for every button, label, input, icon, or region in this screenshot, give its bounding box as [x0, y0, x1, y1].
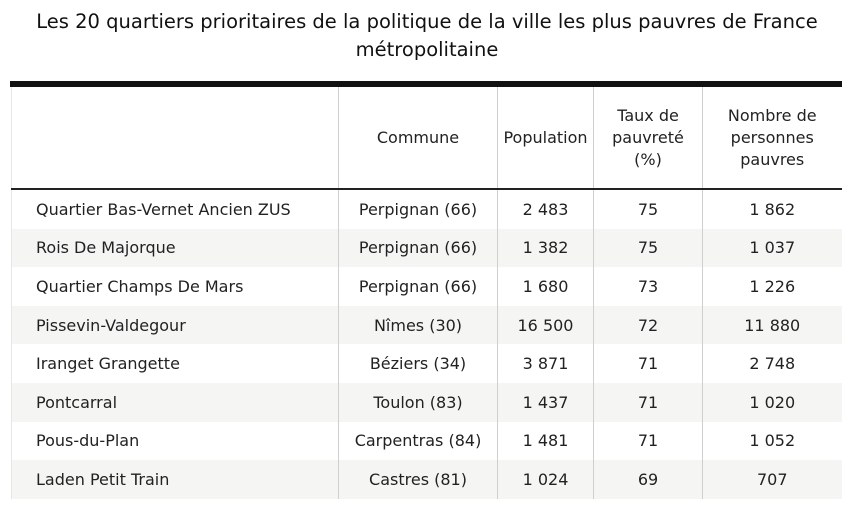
population-cell: 3 871 — [497, 344, 594, 383]
table-row: Rois De Majorque Perpignan (66) 1 382 75… — [11, 228, 842, 268]
quartier-cell: Rois De Majorque — [11, 228, 339, 268]
table-row: Quartier Bas-Vernet Ancien ZUS Perpignan… — [11, 189, 842, 229]
header-rule — [10, 81, 842, 87]
table-row: Laden Petit Train Castres (81) 1 024 69 … — [11, 460, 842, 499]
population-cell: 16 500 — [497, 305, 594, 345]
column-header-nombre-pauvres: Nombre de personnes pauvres — [702, 87, 842, 190]
commune-cell: Carpentras (84) — [338, 421, 498, 461]
table-row: Iranget Grangette Béziers (34) 3 871 71 … — [11, 344, 842, 383]
nombre-cell: 1 037 — [702, 228, 842, 268]
taux-cell: 75 — [593, 189, 703, 229]
table-row: Pissevin-Valdegour Nîmes (30) 16 500 72 … — [11, 305, 842, 345]
nombre-cell: 1 226 — [702, 267, 842, 306]
taux-cell: 75 — [593, 228, 703, 268]
population-cell: 1 680 — [497, 267, 594, 306]
population-cell: 1 024 — [497, 460, 594, 499]
nombre-cell: 1 862 — [702, 189, 842, 229]
population-cell: 1 382 — [497, 228, 594, 268]
column-header-quartier — [11, 87, 339, 190]
nombre-cell: 1 020 — [702, 382, 842, 422]
taux-cell: 71 — [593, 382, 703, 422]
table-row: Pous-du-Plan Carpentras (84) 1 481 71 1 … — [11, 421, 842, 461]
nombre-cell: 2 748 — [702, 344, 842, 383]
population-cell: 1 481 — [497, 421, 594, 461]
quartier-cell: Pissevin-Valdegour — [11, 305, 339, 345]
commune-cell: Nîmes (30) — [338, 305, 498, 345]
taux-cell: 71 — [593, 344, 703, 383]
quartier-cell: Laden Petit Train — [11, 460, 339, 499]
taux-cell: 72 — [593, 305, 703, 345]
commune-cell: Perpignan (66) — [338, 267, 498, 306]
quartier-cell: Pous-du-Plan — [11, 421, 339, 461]
quartier-cell: Iranget Grangette — [11, 344, 339, 383]
column-header-population: Population — [497, 87, 594, 190]
commune-cell: Perpignan (66) — [338, 189, 498, 229]
column-header-commune: Commune — [338, 87, 498, 190]
commune-cell: Béziers (34) — [338, 344, 498, 383]
taux-cell: 73 — [593, 267, 703, 306]
population-cell: 1 437 — [497, 382, 594, 422]
data-table: Commune Population Taux de pauvreté (%) … — [11, 87, 842, 499]
quartier-cell: Pontcarral — [11, 382, 339, 422]
quartier-cell: Quartier Bas-Vernet Ancien ZUS — [11, 189, 339, 229]
column-header-taux-pauvrete: Taux de pauvreté (%) — [593, 87, 703, 190]
nombre-cell: 1 052 — [702, 421, 842, 461]
table-row: Pontcarral Toulon (83) 1 437 71 1 020 — [11, 382, 842, 422]
quartier-cell: Quartier Champs De Mars — [11, 267, 339, 306]
table-row: Quartier Champs De Mars Perpignan (66) 1… — [11, 267, 842, 306]
commune-cell: Perpignan (66) — [338, 228, 498, 268]
taux-cell: 71 — [593, 421, 703, 461]
population-cell: 2 483 — [497, 189, 594, 229]
commune-cell: Toulon (83) — [338, 382, 498, 422]
commune-cell: Castres (81) — [338, 460, 498, 499]
taux-cell: 69 — [593, 460, 703, 499]
table-title: Les 20 quartiers prioritaires de la poli… — [36, 10, 818, 61]
nombre-cell: 11 880 — [702, 305, 842, 345]
header-row: Commune Population Taux de pauvreté (%) … — [11, 87, 842, 190]
nombre-cell: 707 — [702, 460, 842, 499]
